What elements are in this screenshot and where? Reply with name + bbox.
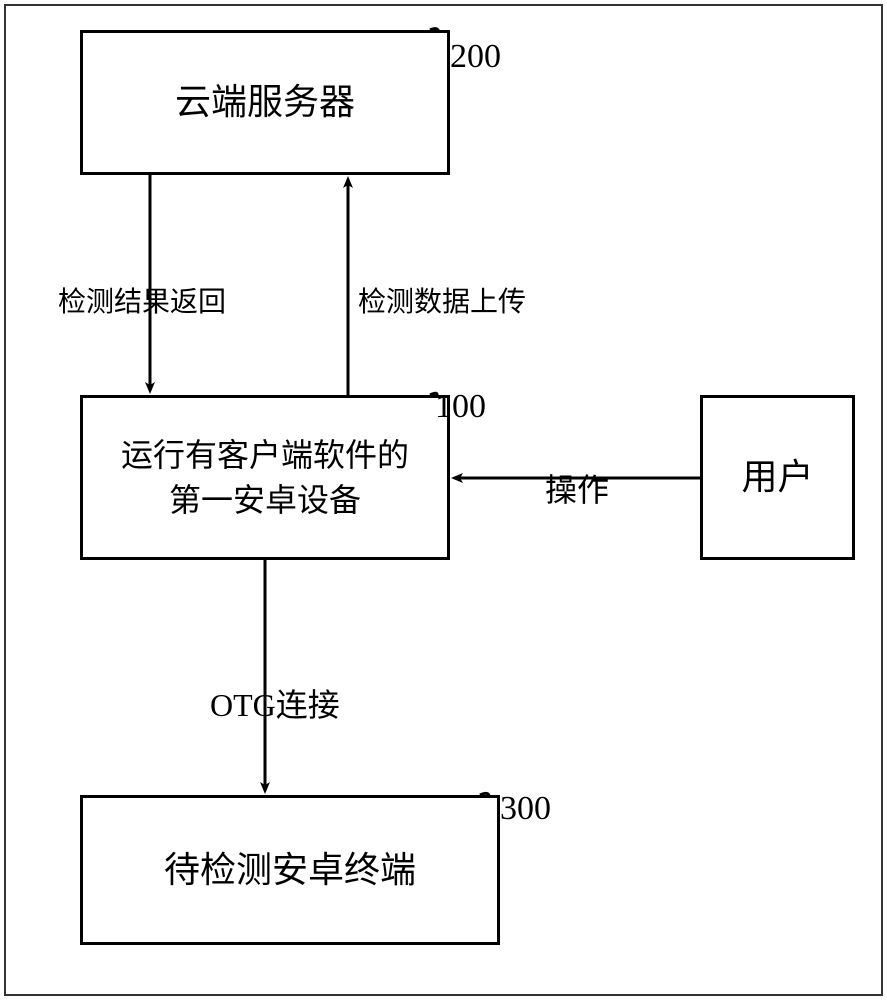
edge-label-result_return: 检测结果返回 [58,280,226,320]
ref-label: 100 [435,388,486,426]
node-label: 用户 [741,452,813,502]
node-user: 用户 [700,395,855,560]
node-target: 待检测安卓终端 [80,795,500,945]
edge-label-otg: OTG连接 [210,680,340,726]
ref-label: 300 [500,790,551,828]
node-label: 待检测安卓终端 [164,845,416,895]
node-label: 运行有客户端软件的 第一安卓设备 [121,433,409,523]
ref-label: 200 [450,38,501,76]
diagram-canvas: 云端服务器 200 运行有客户端软件的 第一安卓设备 100 用户待检测安卓终端 300 检… [0,0,887,1000]
node-label: 云端服务器 [175,77,355,127]
edge-label-data_upload: 检测数据上传 [358,280,526,320]
node-device: 运行有客户端软件的 第一安卓设备 [80,395,450,560]
edge-label-operate: 操作 [545,465,609,511]
node-cloud: 云端服务器 [80,30,450,175]
